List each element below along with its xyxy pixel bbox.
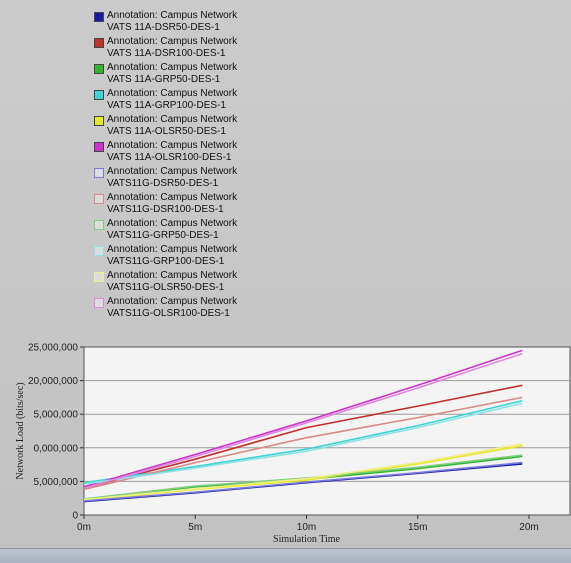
- plot-area: [83, 346, 571, 516]
- legend-item: Annotation: Campus Network VATS11G-GRP50-…: [94, 218, 294, 244]
- legend: Annotation: Campus Network VATS 11A-DSR50…: [94, 10, 294, 322]
- x-tick-label: 10m: [297, 522, 316, 533]
- legend-series-name: VATS 11A-OLSR100-DES-1: [107, 152, 232, 163]
- legend-annotation-text: Annotation: Campus Network: [107, 166, 238, 177]
- legend-annotation-text: Annotation: Campus Network: [107, 36, 238, 47]
- legend-item: Annotation: Campus Network VATS 11A-OLSR5…: [94, 114, 294, 140]
- legend-item: Annotation: Campus Network VATS 11A-GRP10…: [94, 88, 294, 114]
- y-tick-label: 20,000,000: [28, 376, 78, 387]
- legend-item: Annotation: Campus Network VATS 11A-DSR10…: [94, 36, 294, 62]
- legend-item: Annotation: Campus Network VATS 11A-GRP50…: [94, 62, 294, 88]
- legend-item: Annotation: Campus Network VATS 11A-OLSR1…: [94, 140, 294, 166]
- x-tick-label: 20m: [519, 522, 538, 533]
- bottom-scrollbar[interactable]: [0, 548, 571, 563]
- series-line: [83, 384, 523, 489]
- y-tick-label: 5,000,000: [34, 410, 79, 421]
- series-line: [83, 352, 523, 489]
- legend-item: Annotation: Campus Network VATS11G-OLSR10…: [94, 296, 294, 322]
- legend-series-name: VATS11G-DSR100-DES-1: [107, 204, 224, 215]
- legend-item: Annotation: Campus Network VATS 11A-DSR50…: [94, 10, 294, 36]
- legend-annotation-text: Annotation: Campus Network: [107, 114, 238, 125]
- legend-annotation-text: Annotation: Campus Network: [107, 296, 238, 307]
- legend-item: Annotation: Campus Network VATS11G-OLSR50…: [94, 270, 294, 296]
- legend-annotation-text: Annotation: Campus Network: [107, 10, 238, 21]
- y-tick-label: 5,000,000: [34, 477, 79, 488]
- legend-series-name: VATS 11A-GRP100-DES-1: [107, 100, 226, 111]
- line-chart: 25,000,000 20,000,000 5,000,000 0,000,000 5,…: [15, 343, 571, 545]
- legend-swatch: [94, 272, 104, 282]
- legend-swatch: [94, 246, 104, 256]
- legend-annotation-text: Annotation: Campus Network: [107, 140, 238, 151]
- legend-swatch: [94, 64, 104, 74]
- legend-swatch: [94, 142, 104, 152]
- legend-annotation-text: Annotation: Campus Network: [107, 218, 238, 229]
- legend-series-name: VATS 11A-OLSR50-DES-1: [107, 126, 226, 137]
- legend-series-name: VATS11G-DSR50-DES-1: [107, 178, 219, 189]
- legend-swatch: [94, 116, 104, 126]
- legend-series-name: VATS 11A-DSR100-DES-1: [107, 48, 226, 59]
- series-line: [83, 461, 523, 502]
- legend-annotation-text: Annotation: Campus Network: [107, 192, 238, 203]
- x-tick-label: 15m: [408, 522, 427, 533]
- legend-swatch: [94, 90, 104, 100]
- legend-annotation-text: Annotation: Campus Network: [107, 62, 238, 73]
- legend-annotation-text: Annotation: Campus Network: [107, 88, 238, 99]
- series-line: [83, 443, 523, 501]
- legend-series-name: VATS11G-GRP50-DES-1: [107, 230, 219, 241]
- y-tick-label: 0,000,000: [34, 443, 79, 454]
- x-tick-label: 5m: [188, 522, 202, 533]
- y-tick-label: 0: [72, 511, 78, 522]
- y-tick-label: 25,000,000: [28, 343, 78, 354]
- legend-annotation-text: Annotation: Campus Network: [107, 244, 238, 255]
- legend-series-name: VATS11G-OLSR100-DES-1: [107, 308, 230, 319]
- legend-series-name: VATS 11A-DSR50-DES-1: [107, 22, 220, 33]
- legend-annotation-text: Annotation: Campus Network: [107, 270, 238, 281]
- series-line: [83, 402, 523, 485]
- y-axis-title: Network Load (bits/sec): [15, 382, 26, 479]
- legend-series-name: VATS11G-GRP100-DES-1: [107, 256, 225, 267]
- legend-series-name: VATS 11A-GRP50-DES-1: [107, 74, 221, 85]
- series-line: [83, 349, 523, 488]
- legend-swatch: [94, 38, 104, 48]
- legend-swatch: [94, 194, 104, 204]
- legend-swatch: [94, 298, 104, 308]
- legend-swatch: [94, 168, 104, 178]
- x-tick-label: 0m: [77, 522, 91, 533]
- legend-item: Annotation: Campus Network VATS11G-DSR50-…: [94, 166, 294, 192]
- legend-item: Annotation: Campus Network VATS11G-GRP100…: [94, 244, 294, 270]
- legend-series-name: VATS11G-OLSR50-DES-1: [107, 282, 225, 293]
- x-axis-title: Simulation Time: [273, 534, 341, 545]
- legend-swatch: [94, 12, 104, 22]
- legend-swatch: [94, 220, 104, 230]
- legend-item: Annotation: Campus Network VATS11G-DSR100…: [94, 192, 294, 218]
- series-line: [83, 396, 523, 491]
